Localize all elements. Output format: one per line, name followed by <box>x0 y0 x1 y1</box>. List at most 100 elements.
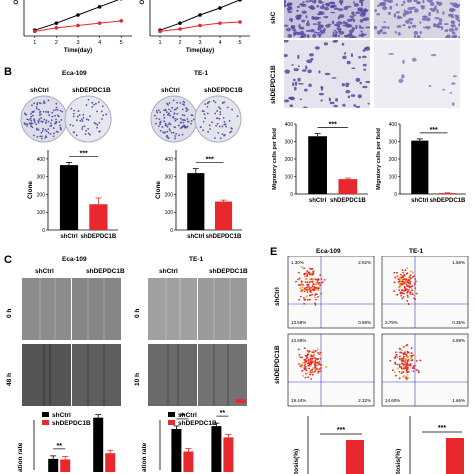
colony-dot <box>172 115 175 118</box>
migrated-cell <box>362 85 368 89</box>
migrated-cell <box>284 99 290 103</box>
migrated-cell <box>348 34 355 38</box>
flow-event <box>415 292 418 295</box>
transwell-photo-te-ctrl-cells <box>374 0 460 38</box>
migrated-cell <box>405 19 410 24</box>
flow-event <box>319 363 321 366</box>
migrated-cell <box>347 95 351 99</box>
flow-event <box>399 348 402 350</box>
migrated-cell <box>310 28 315 33</box>
flow-event <box>304 363 307 366</box>
migrated-cell <box>312 34 317 38</box>
flow-event <box>400 358 403 361</box>
flow-event <box>310 378 313 380</box>
flow-event <box>396 271 398 274</box>
flow-event <box>406 267 409 270</box>
flow-event <box>307 376 310 379</box>
category-label: shCtrl <box>60 234 78 240</box>
colony-dot <box>155 109 158 112</box>
flow-event <box>314 362 317 365</box>
migrated-cell <box>317 21 322 24</box>
flow-event <box>309 278 311 281</box>
migrated-cell <box>297 77 301 82</box>
flow-event <box>393 281 396 284</box>
colony-dot <box>37 121 40 124</box>
flow-event <box>398 282 401 285</box>
y-tick-label: 200 <box>389 157 398 163</box>
x-tick-label: 2 <box>178 40 181 46</box>
migrated-cell <box>422 0 425 4</box>
migrated-cell <box>406 0 413 3</box>
migrated-cell <box>428 84 432 87</box>
flow-event <box>320 367 322 369</box>
migrated-cell <box>346 5 352 8</box>
bar <box>446 438 464 474</box>
flow-event <box>394 356 397 359</box>
flow-event <box>309 289 312 292</box>
colony-dot <box>56 114 59 117</box>
migrated-cell <box>325 24 331 28</box>
data-point <box>238 20 242 24</box>
colony-dot <box>42 110 45 113</box>
colony-dot <box>35 106 38 108</box>
wound-photo-te-kd-0h <box>198 278 247 340</box>
flow-event <box>313 356 316 359</box>
colony-dot <box>55 102 58 105</box>
bar <box>214 201 233 230</box>
wound-photo-eca-kd-48h <box>72 344 121 406</box>
migrated-cell <box>318 0 322 4</box>
flow-event <box>400 367 403 370</box>
flow-event <box>401 289 404 292</box>
colony-dot <box>54 114 56 117</box>
flow-event <box>398 355 401 358</box>
migrated-cell <box>295 14 301 19</box>
flow-event <box>314 283 317 285</box>
colony-dots <box>23 98 239 140</box>
flow-event <box>297 348 300 351</box>
flow-event <box>317 295 319 298</box>
colony-dot <box>202 120 205 123</box>
flow-event <box>306 362 309 365</box>
colony-dot <box>168 108 170 111</box>
colony-dot <box>208 124 211 127</box>
flow-event <box>389 359 392 362</box>
colony-dot <box>37 120 40 122</box>
migrated-cell <box>341 42 345 46</box>
colony-dot <box>168 128 171 131</box>
migrated-cell <box>396 25 402 28</box>
migrated-cell <box>421 17 428 21</box>
flow-event <box>312 283 315 285</box>
flow-event <box>398 289 401 292</box>
migrated-cell <box>433 23 436 28</box>
y-tick-label: 300 <box>389 140 398 146</box>
flow-event <box>304 376 307 379</box>
migrated-cell <box>344 52 347 55</box>
row-label-shdepdc1b-d: shDEPDC1B <box>270 65 277 104</box>
colony-dot <box>96 110 98 113</box>
migrated-cell <box>358 55 362 59</box>
migrated-cell <box>376 30 382 35</box>
colony-dot <box>55 118 57 121</box>
flow-event <box>402 276 404 279</box>
flow-event <box>396 275 399 277</box>
significance-marker: *** <box>80 150 88 157</box>
flow-event <box>404 289 407 292</box>
legend-label: shDEPDC1B <box>178 420 217 427</box>
flow-event <box>401 280 403 283</box>
row-label-0h-c2: 0 h <box>134 308 141 318</box>
quadrant-percentage: 19.44% <box>291 398 306 403</box>
flow-event <box>299 356 302 359</box>
colony-dot <box>186 118 189 120</box>
y-tick-label: 200 <box>165 192 174 198</box>
flow-event <box>400 294 403 297</box>
migrated-cell <box>284 53 288 58</box>
flow-event <box>303 302 306 305</box>
flow-event <box>402 271 405 274</box>
migrated-cell <box>381 26 388 29</box>
migrated-cell <box>457 19 460 22</box>
flow-event <box>320 292 322 295</box>
flow-event <box>316 364 319 367</box>
migrated-cell <box>284 40 289 43</box>
